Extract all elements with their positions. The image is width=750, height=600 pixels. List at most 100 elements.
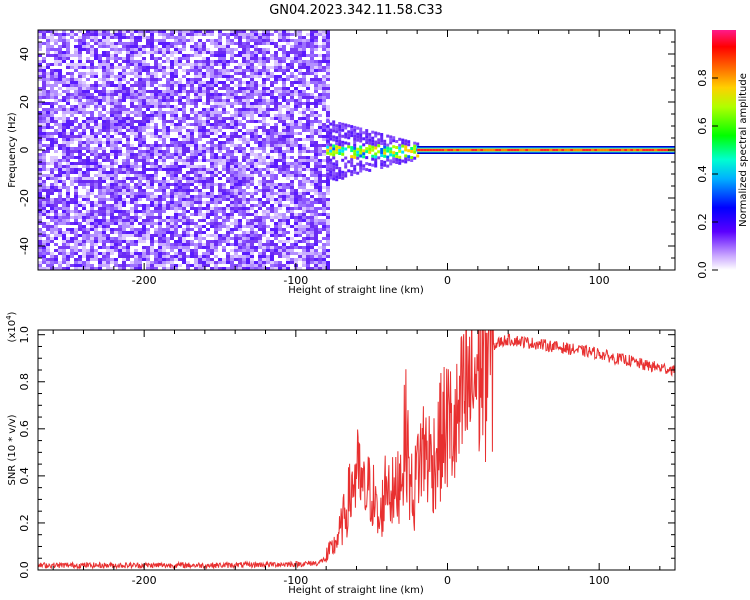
heatmap-cell [142, 234, 146, 237]
heatmap-cell [66, 81, 70, 84]
heatmap-cell [286, 246, 290, 249]
heatmap-cell [290, 225, 294, 228]
heatmap-cell [242, 132, 246, 135]
heatmap-cell [206, 51, 210, 54]
heatmap-cell [174, 243, 178, 246]
heatmap-cell [353, 155, 357, 159]
heatmap-cell [174, 30, 178, 33]
heatmap-cell [332, 150, 336, 154]
heatmap-cell [278, 141, 282, 144]
heatmap-cell [318, 159, 322, 162]
heatmap-cell [206, 168, 210, 171]
heatmap-cell [234, 195, 238, 198]
heatmap-cell [70, 78, 74, 81]
heatmap-cell [42, 150, 46, 153]
heatmap-cell [306, 138, 310, 141]
heatmap-cell [178, 48, 182, 51]
heatmap-cell [138, 147, 142, 150]
heatmap-cell [186, 180, 190, 183]
heatmap-cell [413, 150, 417, 154]
heatmap-cell [214, 243, 218, 246]
heatmap-cell [332, 153, 336, 157]
heatmap-cell [126, 45, 130, 48]
heatmap-cell [234, 54, 238, 57]
heatmap-cell [170, 45, 174, 48]
heatmap-cell [66, 171, 70, 174]
heatmap-cell [146, 168, 150, 171]
heatmap-cell [58, 219, 62, 222]
heatmap-cell [310, 228, 314, 231]
heatmap-cell [182, 117, 186, 120]
heatmap-cell [226, 96, 230, 99]
heatmap-cell [146, 132, 150, 135]
heatmap-cell [218, 111, 222, 114]
heatmap-cell [106, 144, 110, 147]
heatmap-cell [90, 222, 94, 225]
heatmap-cell [110, 222, 114, 225]
heatmap-cell [82, 114, 86, 117]
heatmap-cell [234, 60, 238, 63]
heatmap-cell [190, 234, 194, 237]
heatmap-cell [186, 219, 190, 222]
heatmap-cell [162, 60, 166, 63]
heatmap-cell [70, 120, 74, 123]
heatmap-cell [126, 249, 130, 252]
heatmap-cell [154, 267, 158, 270]
heatmap-cell [186, 147, 190, 150]
heatmap-cell [70, 240, 74, 243]
heatmap-cell [202, 159, 206, 162]
heatmap-cell [138, 75, 142, 78]
heatmap-cell [234, 177, 238, 180]
heatmap-cell [210, 138, 214, 141]
heatmap-cell [627, 149, 631, 151]
heatmap-cell [278, 111, 282, 114]
heatmap-cell [234, 249, 238, 252]
heatmap-cell [74, 246, 78, 249]
heatmap-cell [314, 81, 318, 84]
heatmap-cell [170, 60, 174, 63]
heatmap-cell [306, 102, 310, 105]
heatmap-cell [94, 81, 98, 84]
heatmap-cell [50, 135, 54, 138]
heatmap-cell [218, 201, 222, 204]
heatmap-cell [174, 129, 178, 132]
heatmap-cell [238, 186, 242, 189]
heatmap-cell [94, 102, 98, 105]
heatmap-cell [66, 261, 70, 264]
heatmap-cell [122, 96, 126, 99]
heatmap-cell [170, 207, 174, 210]
heatmap-cell [190, 87, 194, 90]
heatmap-cell [126, 96, 130, 99]
heatmap-cell [186, 195, 190, 198]
heatmap-cell [368, 135, 372, 139]
heatmap-cell [344, 165, 348, 169]
heatmap-cell [166, 78, 170, 81]
heatmap-cell [138, 69, 142, 72]
heatmap-cell [254, 51, 258, 54]
heatmap-cell [38, 207, 42, 210]
heatmap-cell [202, 129, 206, 132]
heatmap-cell [242, 102, 246, 105]
heatmap-cell [198, 33, 202, 36]
heatmap-cell [106, 219, 110, 222]
heatmap-cell [102, 255, 106, 258]
heatmap-cell [226, 141, 230, 144]
heatmap-cell [122, 198, 126, 201]
heatmap-cell [46, 192, 50, 195]
heatmap-cell [106, 102, 110, 105]
heatmap-cell [356, 147, 360, 151]
heatmap-cell [210, 180, 214, 183]
heatmap-cell [226, 69, 230, 72]
heatmap-cell [138, 66, 142, 69]
heatmap-cell [98, 192, 102, 195]
heatmap-cell [78, 240, 82, 243]
heatmap-cell [274, 81, 278, 84]
heatmap-cell [130, 180, 134, 183]
heatmap-cell [234, 42, 238, 45]
heatmap-cell [338, 137, 342, 140]
heatmap-cell [138, 126, 142, 129]
heatmap-cell [290, 249, 294, 252]
heatmap-cell [258, 72, 262, 75]
heatmap-cell [266, 153, 270, 156]
heatmap-cell [314, 255, 318, 258]
